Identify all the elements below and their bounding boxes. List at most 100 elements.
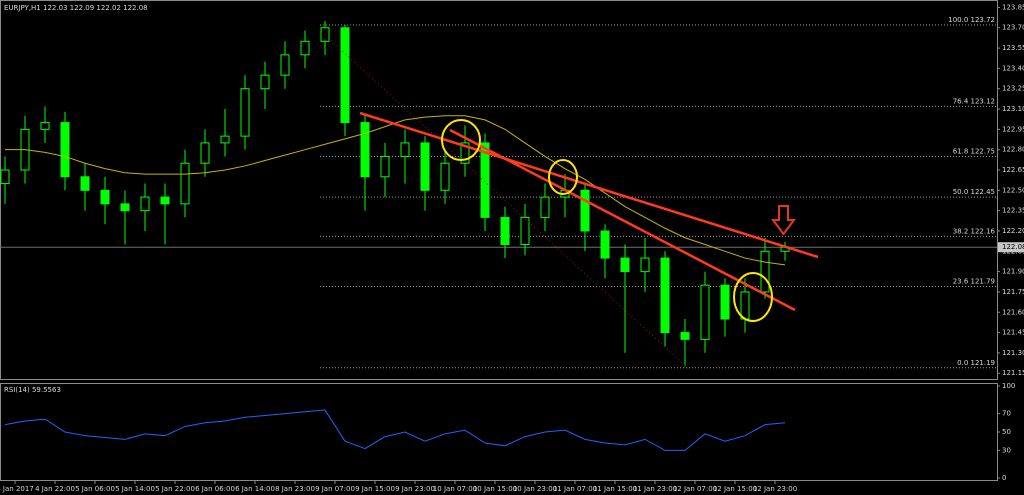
x-tick-label: 12 Jan 23:00 bbox=[753, 485, 797, 493]
fib-label: 100.0 123.72 bbox=[948, 16, 995, 24]
candle-body bbox=[400, 142, 410, 157]
candle-body bbox=[500, 216, 510, 246]
candle-body bbox=[660, 257, 670, 334]
chart-title: EURJPY,H1 122.03 122.09 122.02 122.08 bbox=[4, 4, 148, 12]
x-tick-label: 5 Jan 14:00 bbox=[115, 485, 155, 493]
fib-label: 0.0 121.19 bbox=[957, 359, 995, 367]
fib-label: 38.2 122.16 bbox=[953, 227, 996, 235]
fib-label: 76.4 123.12 bbox=[953, 97, 995, 105]
current-price-box bbox=[998, 242, 1024, 253]
y-tick-label: 70 bbox=[1002, 410, 1011, 418]
y-tick-label: 121.90 bbox=[1002, 268, 1024, 276]
y-tick-label: 121.45 bbox=[1002, 329, 1024, 337]
candle-body bbox=[620, 257, 630, 273]
highlight-circle bbox=[548, 159, 578, 195]
arrow-marker bbox=[771, 205, 796, 236]
y-tick-label: 123.25 bbox=[1002, 85, 1024, 93]
candle-body bbox=[320, 27, 330, 42]
y-tick-label: 122.35 bbox=[1002, 207, 1024, 215]
candle-body bbox=[460, 142, 470, 164]
x-tick-label: 9 Jan 15:00 bbox=[355, 485, 395, 493]
rsi-title: RSI(14) 59.5563 bbox=[4, 386, 61, 394]
x-tick-label: 11 Jan 23:00 bbox=[633, 485, 677, 493]
candle-body bbox=[220, 135, 230, 144]
candle-body bbox=[420, 142, 430, 191]
candle-body bbox=[680, 332, 690, 340]
x-tick-label: 4 Jan 22:00 bbox=[35, 485, 75, 493]
fib-label: 23.6 121.79 bbox=[953, 278, 995, 286]
y-tick-label: 121.30 bbox=[1002, 349, 1024, 357]
candle-body bbox=[440, 162, 450, 191]
candle-body bbox=[200, 142, 210, 164]
candle-body bbox=[700, 284, 710, 340]
x-tick-label: 6 Jan 14:00 bbox=[235, 485, 275, 493]
candle-body bbox=[140, 196, 150, 212]
y-tick-label: 121.60 bbox=[1002, 308, 1024, 316]
x-tick-label: 9 Jan 07:00 bbox=[315, 485, 355, 493]
y-tick-label: 121.75 bbox=[1002, 288, 1024, 296]
x-tick-label: 10 Jan 07:00 bbox=[433, 485, 477, 493]
x-tick-label: 8 Jan 23:00 bbox=[275, 485, 315, 493]
candle-body bbox=[180, 162, 190, 205]
candle-body bbox=[280, 54, 290, 76]
candle-body bbox=[640, 257, 650, 273]
x-tick-label: 5 Jan 06:00 bbox=[75, 485, 115, 493]
x-tick-label: 5 Jan 22:00 bbox=[155, 485, 195, 493]
x-tick-label: 9 Jan 23:00 bbox=[395, 485, 435, 493]
rsi-line bbox=[4, 409, 786, 451]
candle-body bbox=[340, 27, 350, 124]
candle-body bbox=[120, 203, 130, 212]
y-tick-label: 122.95 bbox=[1002, 125, 1024, 133]
x-tick-label: 11 Jan 15:00 bbox=[593, 485, 637, 493]
candle-body bbox=[0, 169, 10, 185]
candle-body bbox=[540, 196, 550, 218]
x-tick-label: 6 Jan 06:00 bbox=[195, 485, 235, 493]
y-tick-label: 122.80 bbox=[1002, 146, 1024, 154]
candle-body bbox=[380, 155, 390, 178]
candle-body bbox=[720, 284, 730, 320]
candle-body bbox=[300, 40, 310, 56]
y-tick-label: 0 bbox=[1002, 474, 1006, 482]
x-tick-label: 10 Jan 23:00 bbox=[513, 485, 557, 493]
fib-label: 50.0 122.45 bbox=[953, 188, 995, 196]
fib-trend-line bbox=[324, 34, 691, 371]
candle-body bbox=[740, 291, 750, 320]
candle-body bbox=[160, 196, 170, 205]
candle-body bbox=[480, 142, 490, 218]
candle-body bbox=[520, 216, 530, 246]
candle-body bbox=[60, 122, 70, 178]
candle-body bbox=[760, 250, 770, 293]
candle-body bbox=[580, 189, 590, 232]
candle-body bbox=[600, 230, 610, 259]
trend-line bbox=[449, 128, 796, 312]
y-tick-label: 30 bbox=[1002, 446, 1011, 454]
trend-line bbox=[359, 111, 819, 259]
y-tick-label: 123.40 bbox=[1002, 64, 1024, 72]
candle-body bbox=[240, 88, 250, 137]
candle-body bbox=[360, 122, 370, 178]
current-price-label: 122.08 bbox=[1002, 243, 1024, 251]
x-tick-label: 10 Jan 15:00 bbox=[473, 485, 517, 493]
y-tick-label: 122.50 bbox=[1002, 186, 1024, 194]
x-tick-label: 12 Jan 07:00 bbox=[673, 485, 717, 493]
y-tick-label: 122.65 bbox=[1002, 166, 1024, 174]
x-tick-label: 11 Jan 07:00 bbox=[553, 485, 597, 493]
highlight-circle bbox=[441, 119, 481, 161]
y-tick-label: 100 bbox=[1002, 382, 1015, 390]
x-tick-label: 4 Jan 2017 bbox=[0, 485, 34, 493]
candle-body bbox=[100, 189, 110, 205]
y-tick-label: 122.20 bbox=[1002, 227, 1024, 235]
y-tick-label: 123.10 bbox=[1002, 105, 1024, 113]
y-tick-label: 121.15 bbox=[1002, 369, 1024, 377]
highlight-circle bbox=[733, 272, 773, 322]
y-tick-label: 123.55 bbox=[1002, 44, 1024, 52]
candle-body bbox=[260, 74, 270, 90]
candle-body bbox=[80, 176, 90, 191]
y-tick-label: 50 bbox=[1002, 428, 1011, 436]
x-tick-label: 12 Jan 15:00 bbox=[713, 485, 757, 493]
fib-label: 61.8 122.75 bbox=[953, 147, 995, 155]
candle-body bbox=[40, 122, 50, 130]
y-tick-label: 123.70 bbox=[1002, 24, 1024, 32]
y-tick-label: 123.85 bbox=[1002, 3, 1024, 11]
